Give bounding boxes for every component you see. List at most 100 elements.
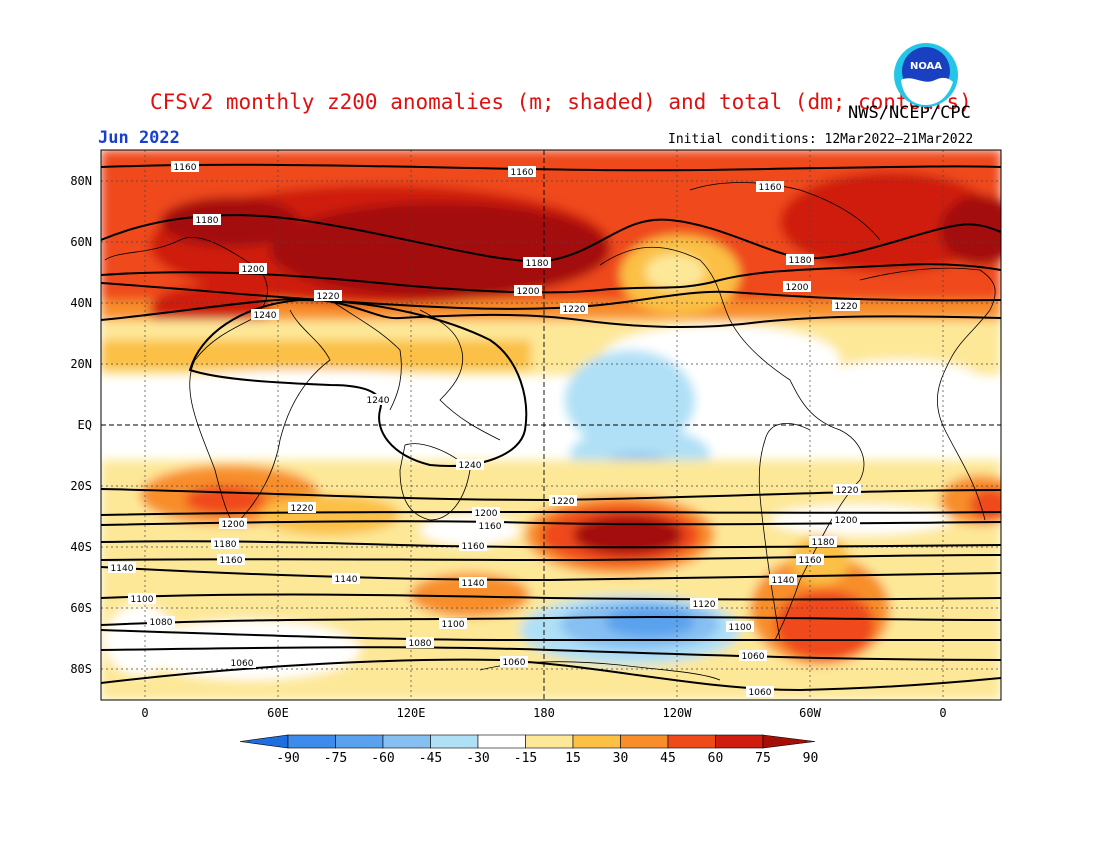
plot-frame (100, 149, 1002, 701)
contour-label: 1200 (475, 509, 498, 519)
contour-label: 1180 (789, 256, 812, 266)
latitude-label: 40S (70, 540, 92, 554)
contour-label-box (239, 263, 267, 274)
contour-label: 1220 (836, 486, 859, 496)
contour-label-box (500, 656, 528, 667)
colorbar-label: 90 (802, 751, 819, 766)
contour-label-box (364, 394, 392, 405)
initial-conditions: Initial conditions: 12Mar2022–21Mar2022 (668, 132, 974, 147)
colorbar-swatch (525, 734, 574, 749)
latitude-label: 60S (70, 601, 92, 615)
contour-label: 1220 (317, 292, 340, 302)
latitude-label: 60N (70, 235, 92, 249)
contour-label-box (147, 616, 175, 627)
contour-label-box (783, 281, 811, 292)
contour-label: 1240 (459, 461, 482, 471)
contour-label-box (193, 214, 221, 225)
contour-label: 1220 (291, 504, 314, 514)
contour-label: 1060 (749, 688, 772, 698)
colorbar (239, 734, 816, 749)
contour-label: 1060 (742, 652, 765, 662)
chart-title: CFSv2 monthly z200 anomalies (m; shaded)… (150, 90, 972, 114)
contour-label-box (514, 285, 542, 296)
colorbar-swatch (335, 734, 384, 749)
latitude-label: 20S (70, 479, 92, 493)
forecast-period: Jun 2022 (98, 128, 180, 148)
contour-label-box (456, 459, 484, 470)
latitude-label: 80S (70, 662, 92, 676)
longitude-label: 120W (662, 706, 692, 720)
colorbar-label: 60 (707, 751, 724, 766)
contour-label-box (786, 254, 814, 265)
contour-label: 1160 (174, 163, 197, 173)
contour-label-box (832, 300, 860, 311)
noaa-logo: NOAA (894, 43, 958, 107)
colorbar-swatch (620, 734, 669, 749)
latitude-label: 80N (70, 174, 92, 188)
contour-label-box (726, 621, 754, 632)
contour-label: 1160 (759, 183, 782, 193)
contour-label: 1180 (214, 540, 237, 550)
contour-label-box (128, 593, 156, 604)
contour-label: 1200 (835, 516, 858, 526)
contour-label: 1200 (222, 520, 245, 530)
colorbar-label: -90 (276, 751, 300, 766)
contour-label: 1200 (786, 283, 809, 293)
colorbar-swatch (715, 734, 764, 749)
colorbar-swatch (287, 734, 336, 749)
contour-label-box (288, 502, 316, 513)
longitude-label: 120E (396, 706, 426, 720)
contour-label: 1160 (479, 522, 502, 532)
latitude-label: EQ (77, 418, 92, 432)
colorbar-swatch (430, 734, 479, 749)
contour-label: 1220 (835, 302, 858, 312)
contour-label: 1180 (812, 538, 835, 548)
contour-label-box (439, 618, 467, 629)
contour-label-box (228, 657, 256, 668)
contour-label-box (406, 637, 434, 648)
colorbar-arrow-low (239, 734, 289, 749)
colorbar-label: 75 (755, 751, 771, 766)
contour-label-box (809, 536, 837, 547)
agency-label: NWS/NCEP/CPC (848, 103, 971, 123)
contour-label-box (211, 538, 239, 549)
longitude-label: 60W (799, 706, 821, 720)
contour-label: 1200 (242, 265, 265, 275)
contour-label: 1220 (563, 305, 586, 315)
contour-label: 1200 (517, 287, 540, 297)
contour-label-box (833, 484, 861, 495)
colorbar-arrow-high (762, 734, 816, 749)
contour-label-box (796, 554, 824, 565)
contour-label: 1160 (462, 542, 485, 552)
contour-label-box (459, 577, 487, 588)
contour-label-box (508, 166, 536, 177)
longitude-label: 0 (141, 706, 149, 720)
contour-label-box (314, 290, 342, 301)
contour-label-box (756, 181, 784, 192)
contour-label: 1120 (693, 600, 716, 610)
contour-label-box (690, 598, 718, 609)
contour-label: 1100 (729, 623, 752, 633)
contour-label: 1140 (462, 579, 485, 589)
contour-label: 1100 (442, 620, 465, 630)
colorbar-label: -15 (513, 751, 538, 766)
contour-label-box (108, 562, 136, 573)
colorbar-label: -30 (466, 751, 490, 766)
colorbar-label: 30 (612, 751, 629, 766)
colorbar-swatch (667, 734, 716, 749)
colorbar-label: -60 (371, 751, 395, 766)
longitude-label: 0 (939, 706, 947, 720)
contour-label-box (171, 161, 199, 172)
contour-label: 1240 (367, 396, 390, 406)
contour-label: 1160 (220, 556, 243, 566)
contour-label: 1160 (511, 168, 534, 178)
longitude-label: 180 (533, 706, 555, 720)
contour-label-box (459, 540, 487, 551)
contour-label: 1140 (772, 576, 795, 586)
colorbar-label: -75 (323, 751, 348, 766)
contour-label: 1060 (231, 659, 254, 669)
contour-label-box (251, 309, 279, 320)
contour-label-box (332, 573, 360, 584)
contour-label-box (219, 518, 247, 529)
